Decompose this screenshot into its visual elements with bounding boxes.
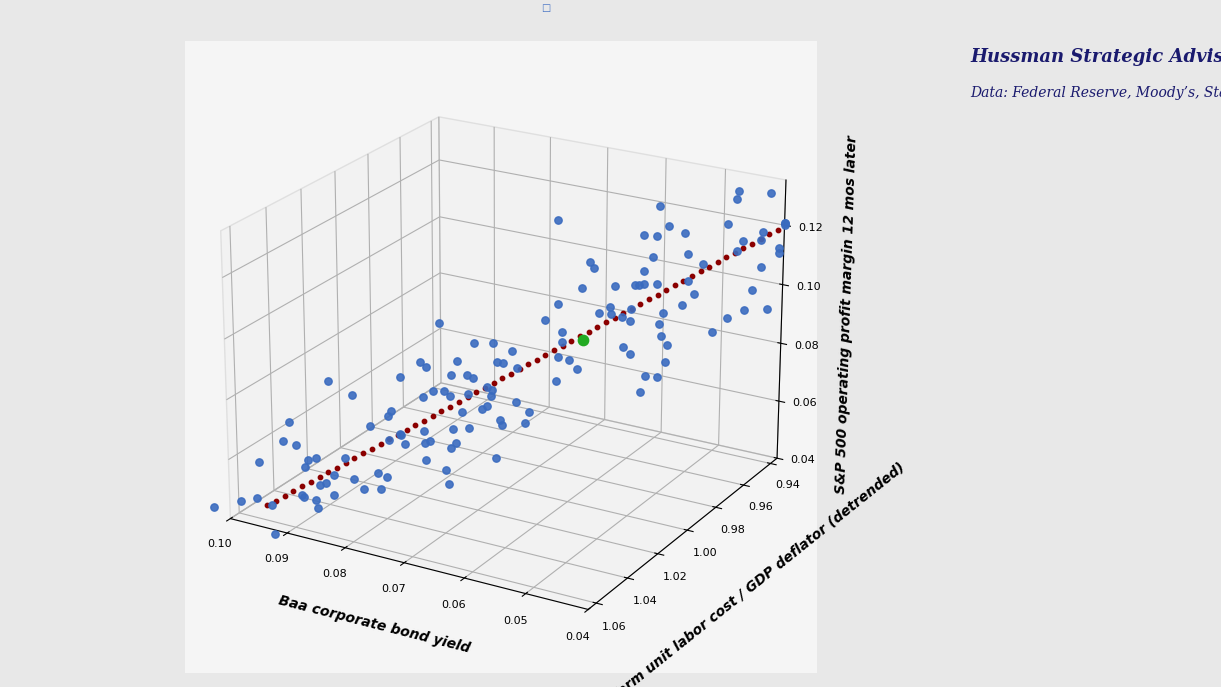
X-axis label: Baa corporate bond yield: Baa corporate bond yield <box>276 594 471 656</box>
Y-axis label: Nonfarm unit labor cost / GDP deflator (detrended): Nonfarm unit labor cost / GDP deflator (… <box>586 460 907 687</box>
Text: Hussman Strategic Advisors: Hussman Strategic Advisors <box>971 48 1221 66</box>
Text: □: □ <box>541 3 551 14</box>
Text: Data: Federal Reserve, Moody’s, Standard & Poors 1989-2023: Data: Federal Reserve, Moody’s, Standard… <box>971 86 1221 100</box>
